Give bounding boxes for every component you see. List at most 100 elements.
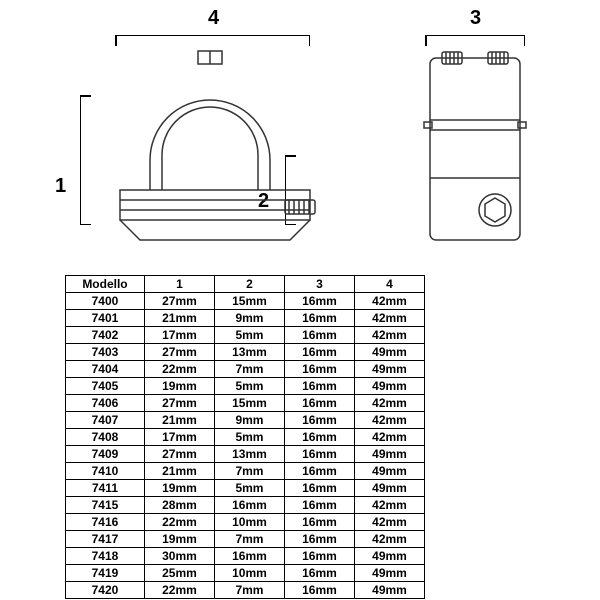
table-cell: 13mm <box>214 344 284 361</box>
table-header: 2 <box>214 276 284 293</box>
table-cell: 16mm <box>284 378 354 395</box>
technical-diagram: 4 3 1 2 <box>0 0 600 260</box>
table-header: Modello <box>66 276 145 293</box>
spec-table: Modello1234 740027mm15mm16mm42mm740121mm… <box>65 275 425 599</box>
table-cell: 16mm <box>284 548 354 565</box>
table-header: 3 <box>284 276 354 293</box>
table-cell: 7419 <box>66 565 145 582</box>
table-cell: 5mm <box>214 480 284 497</box>
specifications-table: Modello1234 740027mm15mm16mm42mm740121mm… <box>65 275 425 599</box>
table-cell: 21mm <box>144 412 214 429</box>
table-cell: 49mm <box>354 344 424 361</box>
table-cell: 7mm <box>214 582 284 599</box>
table-cell: 25mm <box>144 565 214 582</box>
table-cell: 49mm <box>354 548 424 565</box>
table-cell: 42mm <box>354 514 424 531</box>
scope-mount-side-view <box>110 50 320 250</box>
table-cell: 7420 <box>66 582 145 599</box>
table-cell: 42mm <box>354 327 424 344</box>
table-row: 741021mm7mm16mm49mm <box>66 463 425 480</box>
table-cell: 42mm <box>354 412 424 429</box>
table-cell: 7407 <box>66 412 145 429</box>
table-cell: 21mm <box>144 310 214 327</box>
table-row: 740721mm9mm16mm42mm <box>66 412 425 429</box>
table-row: 740121mm9mm16mm42mm <box>66 310 425 327</box>
table-cell: 16mm <box>284 582 354 599</box>
dim4-label: 4 <box>208 7 219 30</box>
table-cell: 22mm <box>144 361 214 378</box>
table-cell: 7406 <box>66 395 145 412</box>
table-row: 740519mm5mm16mm49mm <box>66 378 425 395</box>
table-cell: 15mm <box>214 395 284 412</box>
table-cell: 7408 <box>66 429 145 446</box>
table-cell: 42mm <box>354 310 424 327</box>
table-cell: 9mm <box>214 412 284 429</box>
table-cell: 42mm <box>354 429 424 446</box>
table-cell: 16mm <box>284 463 354 480</box>
table-cell: 19mm <box>144 378 214 395</box>
table-cell: 28mm <box>144 497 214 514</box>
dim1-bracket <box>80 95 95 225</box>
table-cell: 42mm <box>354 395 424 412</box>
table-cell: 7400 <box>66 293 145 310</box>
table-cell: 22mm <box>144 514 214 531</box>
table-cell: 42mm <box>354 293 424 310</box>
table-cell: 7418 <box>66 548 145 565</box>
dim1-label: 1 <box>55 175 66 198</box>
table-cell: 27mm <box>144 395 214 412</box>
table-cell: 16mm <box>284 361 354 378</box>
table-cell: 27mm <box>144 446 214 463</box>
table-cell: 16mm <box>284 565 354 582</box>
table-cell: 49mm <box>354 378 424 395</box>
table-cell: 13mm <box>214 446 284 463</box>
table-cell: 16mm <box>214 497 284 514</box>
table-cell: 5mm <box>214 378 284 395</box>
table-cell: 7405 <box>66 378 145 395</box>
table-cell: 16mm <box>284 293 354 310</box>
table-cell: 27mm <box>144 344 214 361</box>
table-cell: 42mm <box>354 531 424 548</box>
table-cell: 19mm <box>144 531 214 548</box>
table-cell: 16mm <box>284 480 354 497</box>
table-row: 740027mm15mm16mm42mm <box>66 293 425 310</box>
table-cell: 7mm <box>214 361 284 378</box>
table-cell: 7416 <box>66 514 145 531</box>
table-cell: 49mm <box>354 480 424 497</box>
table-row: 740327mm13mm16mm49mm <box>66 344 425 361</box>
table-cell: 10mm <box>214 514 284 531</box>
table-cell: 16mm <box>284 497 354 514</box>
table-cell: 16mm <box>284 395 354 412</box>
table-cell: 7403 <box>66 344 145 361</box>
table-cell: 17mm <box>144 429 214 446</box>
table-cell: 9mm <box>214 310 284 327</box>
table-cell: 7409 <box>66 446 145 463</box>
table-header: 4 <box>354 276 424 293</box>
table-row: 740817mm5mm16mm42mm <box>66 429 425 446</box>
table-cell: 16mm <box>284 429 354 446</box>
table-cell: 49mm <box>354 565 424 582</box>
table-row: 741925mm10mm16mm49mm <box>66 565 425 582</box>
table-cell: 16mm <box>284 531 354 548</box>
table-cell: 7417 <box>66 531 145 548</box>
table-row: 742022mm7mm16mm49mm <box>66 582 425 599</box>
table-cell: 7401 <box>66 310 145 327</box>
table-row: 741719mm7mm16mm42mm <box>66 531 425 548</box>
table-cell: 49mm <box>354 582 424 599</box>
table-cell: 16mm <box>284 344 354 361</box>
table-cell: 5mm <box>214 327 284 344</box>
table-row: 741528mm16mm16mm42mm <box>66 497 425 514</box>
table-cell: 7404 <box>66 361 145 378</box>
table-cell: 22mm <box>144 582 214 599</box>
table-cell: 17mm <box>144 327 214 344</box>
table-cell: 27mm <box>144 293 214 310</box>
dim3-label: 3 <box>470 7 481 30</box>
table-row: 740627mm15mm16mm42mm <box>66 395 425 412</box>
table-cell: 16mm <box>214 548 284 565</box>
table-cell: 7402 <box>66 327 145 344</box>
table-row: 740217mm5mm16mm42mm <box>66 327 425 344</box>
table-cell: 42mm <box>354 497 424 514</box>
table-cell: 15mm <box>214 293 284 310</box>
table-cell: 16mm <box>284 412 354 429</box>
table-row: 741830mm16mm16mm49mm <box>66 548 425 565</box>
dim3-bracket <box>425 35 525 50</box>
